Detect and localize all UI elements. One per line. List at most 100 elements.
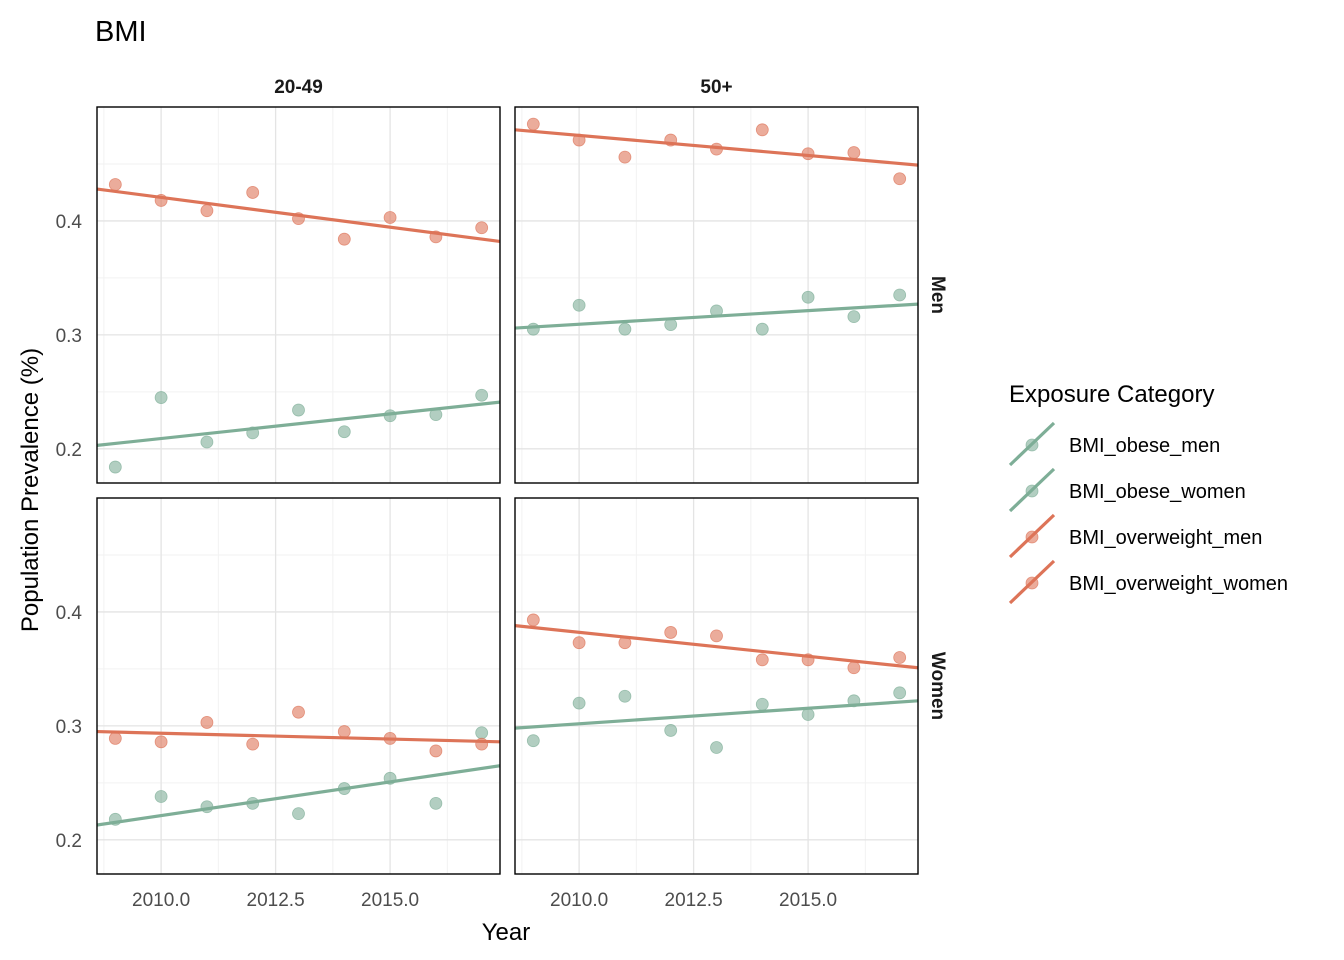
data-point-obese — [755, 322, 769, 336]
data-point-obese — [200, 435, 214, 449]
data-point-overweight — [292, 705, 305, 719]
panel-border — [514, 106, 919, 484]
data-point-overweight — [618, 150, 632, 164]
panel-50+-Men — [514, 106, 919, 484]
data-point-obese — [893, 686, 907, 700]
y-tick-label: 0.2 — [56, 440, 82, 461]
legend-label: BMI_overweight_women — [1069, 573, 1288, 595]
trend-line-overweight — [515, 624, 918, 670]
panel-background — [515, 107, 918, 483]
x-tick-label: 2012.5 — [247, 890, 305, 911]
legend-label: BMI_overweight_men — [1069, 527, 1262, 549]
data-point-obese — [429, 796, 443, 810]
trend-line-overweight — [515, 128, 918, 167]
trend-line-overweight — [97, 729, 500, 744]
data-point-overweight — [664, 626, 678, 639]
data-point-overweight — [108, 732, 122, 745]
data-point-overweight — [526, 117, 540, 131]
facet-column-label: 20-49 — [274, 77, 323, 98]
data-point-obese — [801, 708, 815, 721]
panel-20-49-Men — [96, 106, 501, 484]
data-point-obese — [664, 724, 678, 737]
data-point-overweight — [337, 725, 351, 738]
facet-row-label: Men — [927, 276, 948, 314]
x-tick-label: 2012.5 — [665, 890, 723, 911]
data-point-overweight — [710, 629, 723, 643]
x-tick-label: 2015.0 — [361, 890, 419, 911]
data-point-obese — [337, 425, 351, 439]
data-point-obese — [526, 734, 540, 748]
y-tick-label: 0.3 — [56, 326, 82, 347]
legend-item-BMI_obese_women: BMI_obese_women — [1008, 467, 1246, 513]
panel-20-49-Women — [96, 497, 501, 875]
data-point-overweight — [847, 146, 861, 159]
trend-line-obese — [515, 302, 918, 330]
panel-background — [515, 498, 918, 874]
data-point-overweight — [526, 613, 540, 627]
data-point-overweight — [246, 186, 260, 199]
data-point-obese — [475, 388, 489, 402]
x-axis-title: Year — [482, 919, 531, 946]
y-tick-label: 0.4 — [56, 603, 83, 624]
data-point-overweight — [154, 735, 168, 749]
data-point-obese — [893, 288, 907, 302]
trend-line-obese — [515, 699, 918, 730]
data-point-obese — [618, 322, 632, 336]
data-point-obese — [526, 322, 540, 336]
legend: Exposure Category BMI_obese_menBMI_obese… — [1008, 381, 1288, 605]
data-point-overweight — [246, 737, 260, 751]
panel-content — [515, 117, 918, 336]
legend-key-point — [1025, 530, 1039, 544]
panel-50+-Women — [514, 497, 919, 875]
facet-panels: 0.2 0.3 0.4 0.2 0.3 0.4 2010.0 2012.5 2015.0 2010… — [56, 77, 948, 911]
panel-content — [515, 613, 918, 754]
data-point-obese — [154, 790, 168, 803]
trend-line-obese — [97, 400, 500, 447]
data-point-obese — [154, 391, 168, 404]
legend-key-point — [1025, 484, 1039, 498]
panel-border — [514, 497, 919, 875]
data-point-obese — [292, 807, 305, 821]
data-point-obese — [572, 298, 586, 312]
legend-title: Exposure Category — [1009, 381, 1214, 408]
data-point-obese — [572, 696, 586, 710]
data-point-overweight — [755, 653, 769, 667]
data-point-overweight — [337, 232, 351, 246]
data-point-overweight — [200, 716, 214, 729]
chart-title: BMI — [95, 16, 147, 48]
legend-label: BMI_obese_men — [1069, 435, 1220, 457]
panel-background — [97, 107, 500, 483]
data-point-obese — [847, 310, 861, 324]
panel-content — [97, 178, 500, 474]
data-point-obese — [292, 403, 305, 417]
data-point-overweight — [847, 661, 861, 675]
data-point-overweight — [475, 221, 489, 235]
data-point-overweight — [755, 123, 769, 137]
x-tick-label: 2015.0 — [779, 890, 837, 911]
legend-item-BMI_overweight_women: BMI_overweight_women — [1008, 559, 1288, 605]
data-point-obese — [618, 689, 632, 703]
legend-key-point — [1025, 438, 1039, 452]
facet-row-label: Women — [927, 652, 948, 720]
data-point-overweight — [572, 636, 586, 650]
y-tick-label: 0.3 — [56, 717, 82, 738]
data-point-overweight — [429, 744, 443, 758]
panel-border — [96, 106, 501, 484]
data-point-obese — [755, 697, 769, 711]
panel-border — [96, 497, 501, 875]
trend-line-overweight — [97, 187, 500, 244]
data-point-overweight — [893, 172, 907, 186]
facet-column-label: 50+ — [700, 77, 732, 98]
data-point-overweight — [200, 204, 214, 218]
data-point-obese — [710, 741, 723, 754]
y-tick-label: 0.2 — [56, 831, 82, 852]
legend-label: BMI_obese_women — [1069, 481, 1246, 503]
legend-items: BMI_obese_men BMI_obese_women BMI_overweig… — [1008, 421, 1288, 605]
data-point-overweight — [893, 651, 907, 664]
data-point-overweight — [108, 178, 122, 191]
x-tick-label: 2010.0 — [132, 890, 190, 911]
data-point-overweight — [383, 211, 397, 224]
trend-line-obese — [97, 764, 500, 827]
y-axis-title: Population Prevalence (%) — [17, 348, 44, 632]
